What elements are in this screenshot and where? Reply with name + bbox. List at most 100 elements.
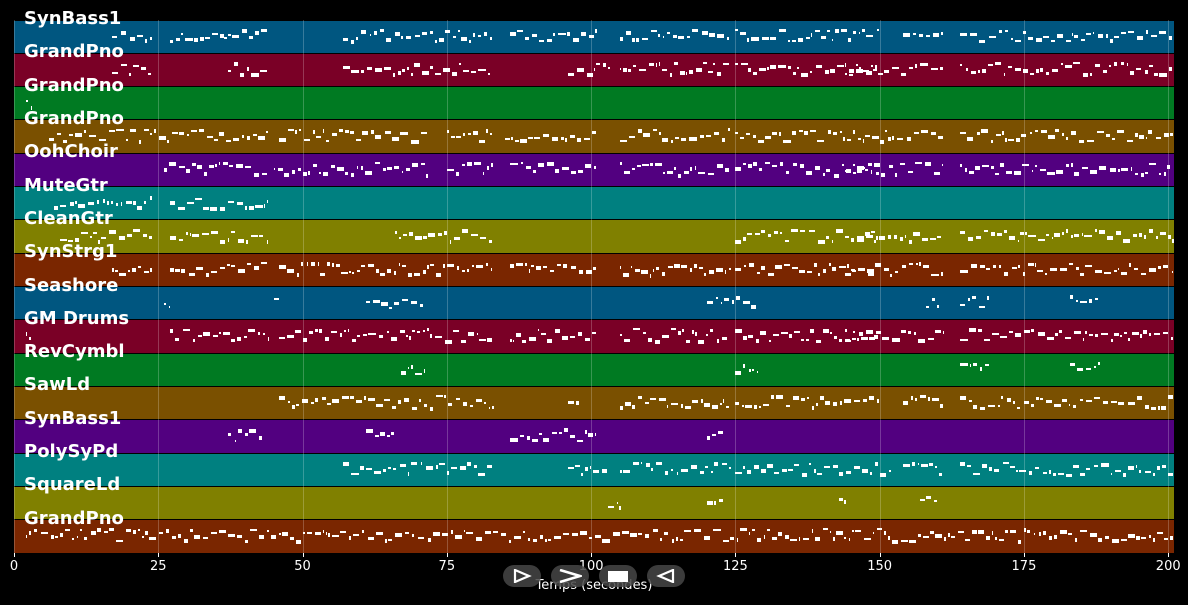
note (877, 528, 883, 531)
note (569, 134, 576, 138)
note (48, 138, 54, 142)
x-tick-mark (446, 553, 448, 557)
x-tick-mark (158, 553, 160, 557)
note (1114, 469, 1122, 472)
note (571, 171, 576, 175)
note (658, 397, 666, 401)
note (681, 138, 687, 142)
note (991, 531, 994, 536)
note (441, 533, 449, 537)
note (792, 267, 798, 270)
note (770, 36, 777, 40)
note (729, 268, 731, 271)
note (407, 67, 409, 71)
note (872, 531, 875, 534)
note (1011, 266, 1017, 269)
note (705, 333, 709, 336)
note (897, 138, 904, 141)
note (790, 228, 798, 232)
note (1171, 270, 1174, 273)
note (1124, 331, 1127, 334)
note (210, 231, 219, 235)
note (778, 28, 786, 32)
note (389, 306, 393, 309)
note (1129, 70, 1135, 75)
note (336, 166, 344, 171)
note (742, 163, 746, 166)
note (1117, 130, 1125, 134)
note (1159, 72, 1167, 77)
note (1085, 368, 1091, 371)
note (1051, 237, 1054, 240)
note (836, 531, 843, 536)
note (76, 536, 79, 539)
note (626, 30, 631, 35)
note (920, 499, 925, 501)
note (257, 331, 260, 335)
note (515, 140, 519, 143)
note (1128, 338, 1130, 342)
note (901, 265, 907, 269)
note (219, 332, 222, 335)
note (1100, 333, 1109, 335)
note (84, 537, 88, 541)
note (975, 166, 981, 171)
note (877, 398, 880, 403)
note (1070, 295, 1074, 300)
note (1035, 130, 1039, 133)
note (350, 172, 354, 177)
note (777, 531, 783, 536)
note (603, 63, 607, 68)
note (1158, 31, 1166, 35)
note (858, 66, 861, 70)
note (827, 130, 831, 135)
note (648, 337, 652, 342)
note (460, 340, 466, 344)
note (858, 332, 863, 337)
note (1018, 264, 1020, 268)
note (852, 129, 855, 134)
note (318, 171, 321, 174)
note (1055, 128, 1060, 132)
note (413, 272, 421, 276)
note (675, 536, 679, 541)
note (964, 168, 968, 173)
note (723, 62, 729, 65)
note (349, 270, 351, 273)
track-row (14, 187, 1174, 220)
note (863, 167, 866, 170)
note (655, 62, 658, 67)
note (826, 235, 829, 239)
track-row (14, 486, 1174, 520)
note (1090, 169, 1097, 174)
note (528, 268, 531, 273)
note (1065, 473, 1073, 477)
step-forward-button[interactable] (503, 565, 541, 587)
note (648, 63, 654, 67)
rewind-button[interactable] (647, 565, 685, 587)
note (306, 531, 313, 534)
play-button[interactable] (551, 565, 589, 587)
note (368, 263, 375, 267)
note (753, 162, 757, 167)
note (969, 364, 972, 368)
note (739, 32, 747, 36)
note (453, 236, 461, 240)
stop-button[interactable] (599, 565, 637, 587)
note (1127, 465, 1134, 470)
note (757, 538, 762, 543)
note (794, 463, 799, 466)
note (922, 265, 930, 269)
note (237, 535, 242, 539)
note (385, 539, 388, 544)
note (1004, 30, 1008, 33)
note (619, 334, 622, 337)
note (478, 472, 485, 476)
note (259, 436, 262, 441)
note (748, 67, 752, 72)
note (340, 332, 343, 337)
note (323, 171, 329, 176)
note (436, 395, 443, 398)
note (619, 37, 623, 42)
note (1056, 33, 1064, 38)
